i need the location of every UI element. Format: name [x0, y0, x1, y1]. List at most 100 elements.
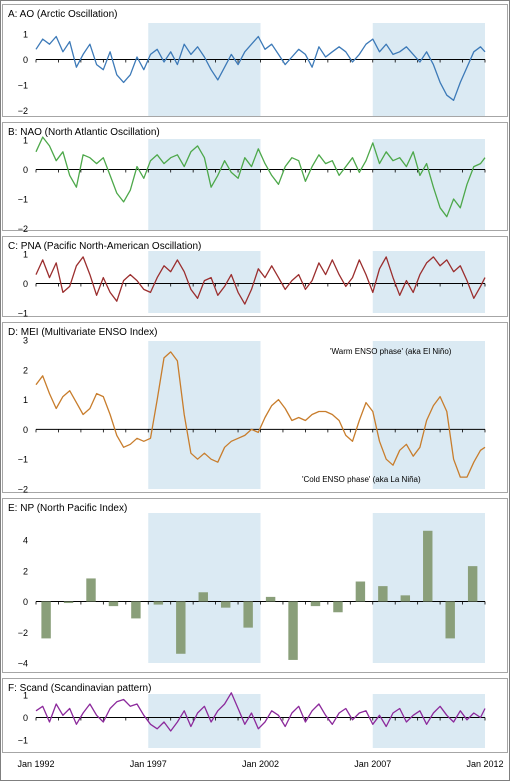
data-point: [196, 458, 199, 461]
data-point: [41, 135, 44, 138]
panel-title: D: MEI (Multivariate ENSO Index): [8, 327, 157, 338]
annotation-warm-phase: 'Warm ENSO phase' (aka El Niño): [330, 347, 452, 356]
x-tick-label: Jan 1997: [130, 759, 167, 769]
data-point: [483, 50, 486, 53]
data-point: [337, 174, 340, 177]
data-point: [459, 709, 462, 712]
bar: [423, 530, 433, 602]
data-point: [483, 276, 486, 279]
data-point: [189, 452, 192, 455]
bar: [86, 578, 96, 602]
data-point: [250, 43, 253, 46]
data-point: [115, 300, 118, 303]
y-tick-label: 2: [23, 566, 28, 576]
data-point: [169, 350, 172, 353]
data-point: [284, 63, 287, 66]
data-point: [479, 162, 482, 165]
y-tick-label: 1: [23, 250, 28, 260]
data-point: [270, 264, 273, 267]
data-point: [183, 270, 186, 273]
data-point: [61, 395, 64, 398]
data-point: [277, 714, 280, 717]
data-point: [149, 159, 152, 162]
panel-title: B: NAO (North Atlantic Oscillation): [8, 127, 160, 138]
data-point: [48, 720, 51, 723]
data-point: [452, 458, 455, 461]
data-point: [270, 709, 273, 712]
data-point: [176, 359, 179, 362]
data-point: [277, 183, 280, 186]
data-point: [41, 374, 44, 377]
data-point: [398, 449, 401, 452]
data-point: [257, 267, 260, 270]
data-point: [223, 285, 226, 288]
data-point: [75, 264, 78, 267]
data-point: [418, 709, 421, 712]
y-tick-label: 0: [23, 597, 28, 607]
data-point: [250, 165, 253, 168]
data-point: [405, 443, 408, 446]
panel-title: A: AO (Arctic Oscillation): [8, 9, 117, 20]
data-point: [284, 288, 287, 291]
data-point: [243, 156, 246, 159]
data-point: [95, 392, 98, 395]
data-point: [304, 720, 307, 723]
data-point: [55, 407, 58, 410]
data-point: [337, 419, 340, 422]
data-point: [290, 55, 293, 58]
data-point: [156, 398, 159, 401]
bar: [445, 601, 455, 639]
data-point: [311, 165, 314, 168]
data-point: [378, 440, 381, 443]
data-point: [169, 50, 172, 53]
data-point: [156, 727, 159, 730]
data-point: [418, 446, 421, 449]
data-point: [364, 401, 367, 404]
data-point: [405, 279, 408, 282]
data-point: [41, 705, 44, 708]
data-point: [115, 434, 118, 437]
panel-title: E: NP (North Pacific Index): [8, 503, 127, 514]
data-point: [149, 437, 152, 440]
y-tick-label: 0: [23, 279, 28, 289]
data-point: [183, 43, 186, 46]
data-point: [34, 48, 37, 51]
bar: [355, 581, 366, 602]
data-point: [257, 727, 260, 730]
annotation-cold-phase: 'Cold ENSO phase' (aka La Niña): [302, 475, 421, 484]
data-point: [210, 458, 213, 461]
data-point: [216, 709, 219, 712]
data-point: [169, 729, 172, 732]
data-point: [324, 410, 327, 413]
bar: [198, 592, 208, 602]
data-point: [223, 446, 226, 449]
data-point: [439, 206, 442, 209]
data-point: [142, 714, 145, 717]
data-point: [324, 273, 327, 276]
y-tick-label: −1: [18, 309, 28, 319]
data-point: [385, 458, 388, 461]
data-point: [162, 264, 165, 267]
data-point: [290, 711, 293, 714]
data-point: [445, 410, 448, 413]
data-point: [48, 276, 51, 279]
data-point: [297, 48, 300, 51]
data-point: [331, 413, 334, 416]
data-point: [156, 48, 159, 51]
bar: [265, 596, 276, 602]
shaded-period-2: [372, 23, 485, 116]
data-point: [452, 720, 455, 723]
data-point: [479, 449, 482, 452]
data-point: [445, 215, 448, 218]
data-point: [378, 267, 381, 270]
shaded-period-1: [148, 513, 261, 663]
data-point: [311, 66, 314, 69]
data-point: [102, 276, 105, 279]
data-point: [263, 162, 266, 165]
data-point: [425, 162, 428, 165]
data-point: [122, 279, 125, 282]
data-point: [465, 279, 468, 282]
data-point: [472, 50, 475, 53]
panel-3: 1 0 −1 C: PNA (Pacific North-American Oscil…: [2, 236, 508, 319]
data-point: [317, 410, 320, 413]
